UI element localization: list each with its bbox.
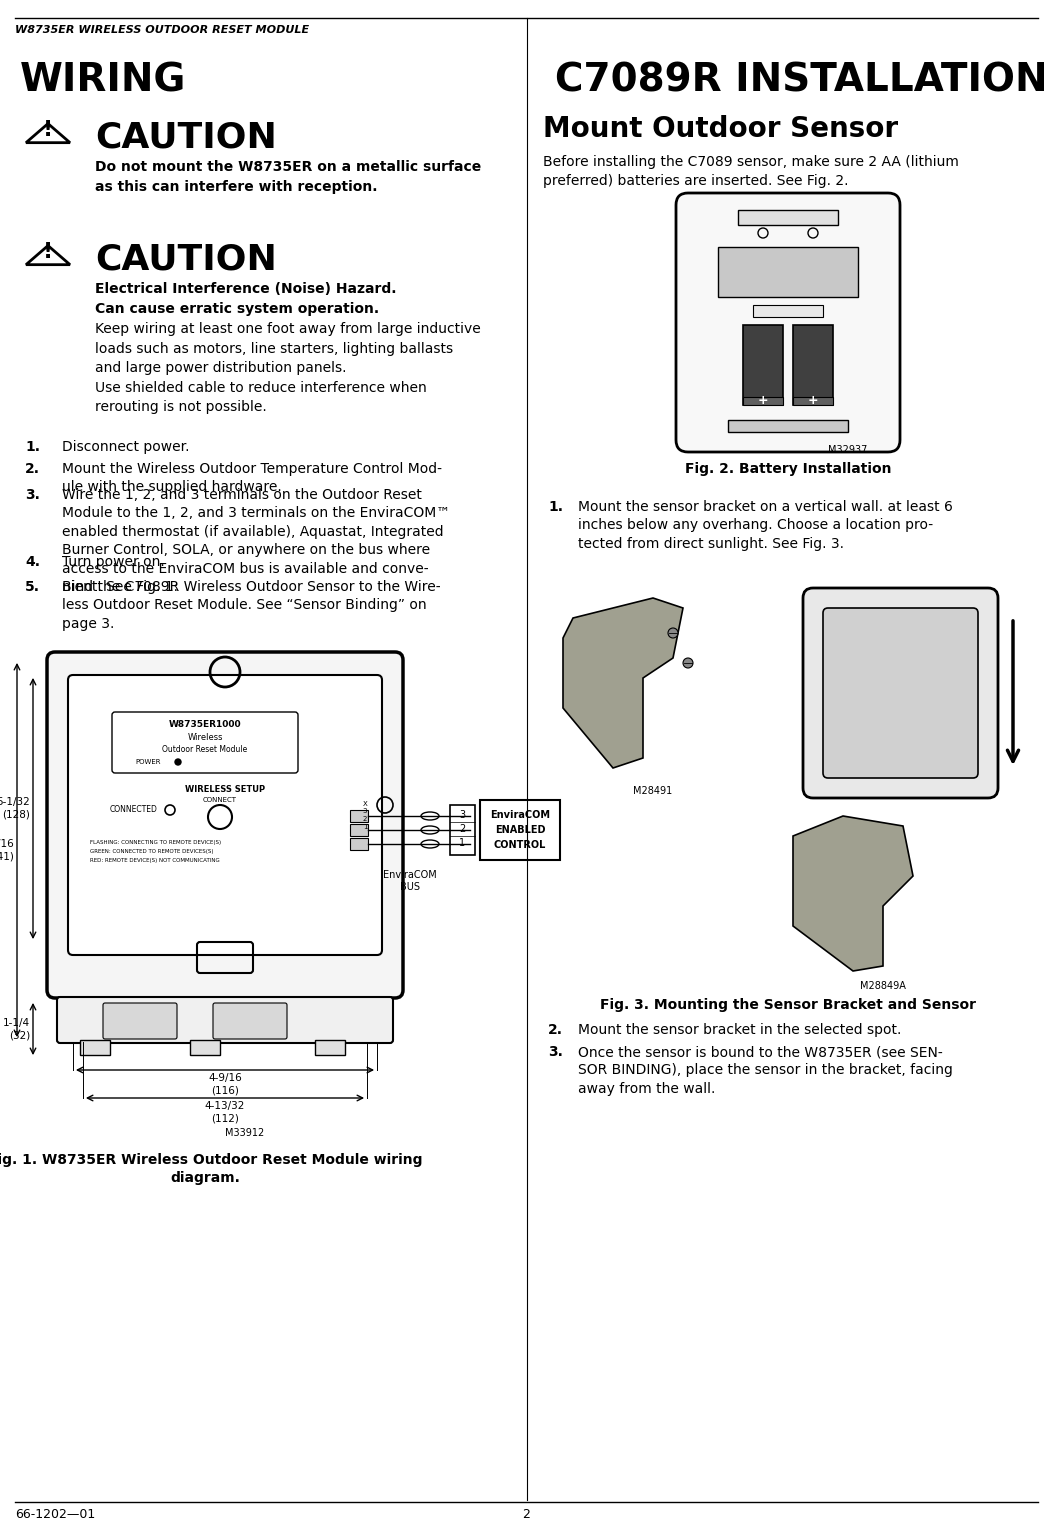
Text: 5-9/16
(141): 5-9/16 (141) xyxy=(0,839,14,862)
Text: !: ! xyxy=(43,120,53,140)
Bar xyxy=(793,397,833,404)
Text: Bind the C7089R Wireless Outdoor Sensor to the Wire-
less Outdoor Reset Module. : Bind the C7089R Wireless Outdoor Sensor … xyxy=(62,581,440,631)
Polygon shape xyxy=(563,597,683,768)
Text: Fig. 3. Mounting the Sensor Bracket and Sensor: Fig. 3. Mounting the Sensor Bracket and … xyxy=(600,999,976,1012)
Bar xyxy=(728,420,848,432)
Text: Mount Outdoor Sensor: Mount Outdoor Sensor xyxy=(543,116,898,143)
FancyBboxPatch shape xyxy=(803,588,998,798)
Text: 4.: 4. xyxy=(25,555,40,568)
Text: POWER: POWER xyxy=(135,758,160,765)
Text: Mount the Wireless Outdoor Temperature Control Mod-
ule with the supplied hardwa: Mount the Wireless Outdoor Temperature C… xyxy=(62,462,442,494)
FancyBboxPatch shape xyxy=(676,193,900,451)
Circle shape xyxy=(668,628,678,638)
Text: M32937: M32937 xyxy=(829,445,868,454)
Text: 5.: 5. xyxy=(25,581,40,594)
Text: CONNECT: CONNECT xyxy=(203,796,237,803)
Text: Electrical Interference (Noise) Hazard.
Can cause erratic system operation.: Electrical Interference (Noise) Hazard. … xyxy=(95,283,397,316)
Text: W8735ER WIRELESS OUTDOOR RESET MODULE: W8735ER WIRELESS OUTDOOR RESET MODULE xyxy=(15,24,310,35)
FancyBboxPatch shape xyxy=(103,1003,177,1040)
Text: Before installing the C7089 sensor, make sure 2 AA (lithium
preferred) batteries: Before installing the C7089 sensor, make… xyxy=(543,155,959,188)
Text: 3.: 3. xyxy=(548,1046,563,1059)
Text: WIRING: WIRING xyxy=(20,62,186,100)
FancyBboxPatch shape xyxy=(213,1003,287,1040)
Text: 3: 3 xyxy=(362,809,367,815)
Text: !: ! xyxy=(43,242,53,261)
FancyBboxPatch shape xyxy=(823,608,978,778)
Text: GREEN: CONNECTED TO REMOTE DEVICES(S): GREEN: CONNECTED TO REMOTE DEVICES(S) xyxy=(90,850,214,854)
Bar xyxy=(315,1040,345,1055)
Bar xyxy=(793,325,833,404)
Bar xyxy=(350,824,367,836)
Text: 66-1202—01: 66-1202—01 xyxy=(15,1508,95,1520)
Bar xyxy=(350,810,367,822)
Text: X: X xyxy=(362,801,367,807)
FancyBboxPatch shape xyxy=(47,652,403,999)
Text: W8735ER1000: W8735ER1000 xyxy=(168,720,241,730)
Text: EnviraCOM
BUS: EnviraCOM BUS xyxy=(383,869,437,892)
Text: FLASHING: CONNECTING TO REMOTE DEVICE(S): FLASHING: CONNECTING TO REMOTE DEVICE(S) xyxy=(90,841,221,845)
Bar xyxy=(450,806,475,854)
Bar xyxy=(743,397,783,404)
Text: Fig. 1. W8735ER Wireless Outdoor Reset Module wiring
diagram.: Fig. 1. W8735ER Wireless Outdoor Reset M… xyxy=(0,1154,422,1186)
Text: 3: 3 xyxy=(459,810,465,819)
Text: M28491: M28491 xyxy=(633,786,673,796)
FancyBboxPatch shape xyxy=(68,675,382,955)
Text: 1-1/4
(32): 1-1/4 (32) xyxy=(3,1018,29,1040)
Text: M33912: M33912 xyxy=(225,1128,264,1138)
Bar xyxy=(480,800,560,860)
Text: CONNECTED: CONNECTED xyxy=(110,806,158,815)
Text: RED: REMOTE DEVICE(S) NOT COMMUNICATING: RED: REMOTE DEVICE(S) NOT COMMUNICATING xyxy=(90,857,220,863)
Text: WIRELESS SETUP: WIRELESS SETUP xyxy=(185,784,265,793)
Text: Once the sensor is bound to the W8735ER (see SEN-
SOR BINDING), place the sensor: Once the sensor is bound to the W8735ER … xyxy=(578,1046,953,1096)
Text: Keep wiring at least one foot away from large inductive
loads such as motors, li: Keep wiring at least one foot away from … xyxy=(95,322,481,413)
Bar xyxy=(743,325,783,404)
Text: CONTROL: CONTROL xyxy=(494,841,547,850)
Text: Disconnect power.: Disconnect power. xyxy=(62,439,190,454)
Text: M28849A: M28849A xyxy=(860,980,906,991)
Text: CAUTION: CAUTION xyxy=(95,120,277,154)
Text: C7089R INSTALLATION: C7089R INSTALLATION xyxy=(555,62,1048,100)
Text: Turn power on.: Turn power on. xyxy=(62,555,164,568)
Text: 2: 2 xyxy=(363,816,367,822)
Text: 2: 2 xyxy=(459,824,465,834)
Text: 5-1/32
(128): 5-1/32 (128) xyxy=(0,798,29,819)
Text: Mount the sensor bracket in the selected spot.: Mount the sensor bracket in the selected… xyxy=(578,1023,901,1037)
Bar xyxy=(753,306,823,318)
Bar xyxy=(80,1040,110,1055)
Text: Wireless: Wireless xyxy=(187,733,223,742)
Bar xyxy=(738,210,838,225)
Text: 1: 1 xyxy=(362,824,367,830)
Circle shape xyxy=(683,658,693,667)
Text: 4-13/32
(112): 4-13/32 (112) xyxy=(205,1100,245,1123)
Text: +: + xyxy=(758,395,769,407)
Bar xyxy=(190,1040,220,1055)
Text: 2.: 2. xyxy=(548,1023,563,1037)
Text: +: + xyxy=(808,395,818,407)
Text: EnviraCOM: EnviraCOM xyxy=(490,810,550,819)
Text: Fig. 2. Battery Installation: Fig. 2. Battery Installation xyxy=(684,462,891,476)
Text: 1: 1 xyxy=(459,838,465,848)
Polygon shape xyxy=(793,816,913,971)
Text: Mount the sensor bracket on a vertical wall. at least 6
inches below any overhan: Mount the sensor bracket on a vertical w… xyxy=(578,500,953,550)
Text: Wire the 1, 2, and 3 terminals on the Outdoor Reset
Module to the 1, 2, and 3 te: Wire the 1, 2, and 3 terminals on the Ou… xyxy=(62,488,450,594)
Text: 4-9/16
(116): 4-9/16 (116) xyxy=(208,1073,242,1096)
Text: 2.: 2. xyxy=(25,462,40,476)
Bar xyxy=(350,838,367,850)
Text: 3.: 3. xyxy=(25,488,40,502)
Text: 1.: 1. xyxy=(25,439,40,454)
Text: 1.: 1. xyxy=(548,500,563,514)
Bar xyxy=(718,246,858,296)
Text: 2: 2 xyxy=(522,1508,530,1520)
FancyBboxPatch shape xyxy=(57,997,393,1043)
Text: Outdoor Reset Module: Outdoor Reset Module xyxy=(162,745,247,754)
FancyBboxPatch shape xyxy=(112,711,298,774)
Text: Do not mount the W8735ER on a metallic surface
as this can interfere with recept: Do not mount the W8735ER on a metallic s… xyxy=(95,160,481,193)
Circle shape xyxy=(175,758,181,765)
Text: CAUTION: CAUTION xyxy=(95,242,277,277)
Text: ENABLED: ENABLED xyxy=(495,825,545,834)
